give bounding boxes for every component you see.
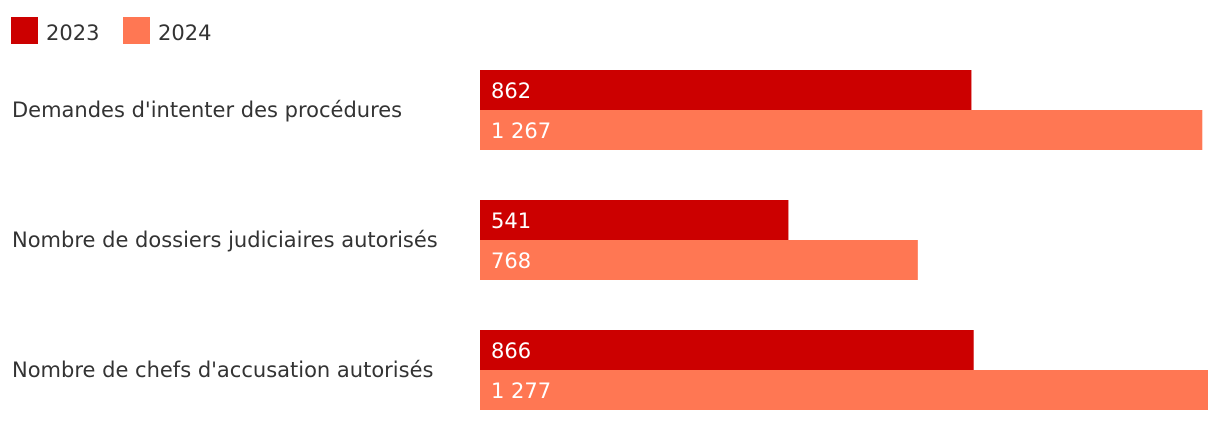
legend-label-2023: 2023 (46, 21, 99, 45)
category-group: Nombre de chefs d'accusation autorisés 86… (12, 330, 1208, 410)
category-group: Nombre de dossiers judiciaires autorisés… (12, 200, 918, 280)
legend-swatch-2023 (11, 17, 38, 44)
legend-label-2024: 2024 (158, 21, 211, 45)
bar-value-label: 1 267 (491, 119, 551, 143)
bar-value-label: 862 (491, 79, 531, 103)
legend: 2023 2024 (11, 17, 211, 45)
category-label: Demandes d'intenter des procédures (12, 98, 402, 122)
bar-2023 (480, 70, 972, 110)
bar-value-label: 1 277 (491, 379, 551, 403)
legend-swatch-2024 (123, 17, 150, 44)
bar-value-label: 541 (491, 209, 531, 233)
bar-2024 (480, 370, 1208, 410)
bar-2024 (480, 110, 1203, 150)
bar-2024 (480, 240, 918, 280)
bar-value-label: 866 (491, 339, 531, 363)
category-group: Demandes d'intenter des procédures 862 1 2… (12, 70, 1203, 150)
bar-value-label: 768 (491, 249, 531, 273)
bar-2023 (480, 330, 974, 370)
category-label: Nombre de chefs d'accusation autorisés (12, 358, 433, 382)
plot-area: Demandes d'intenter des procédures 862 1 2… (12, 70, 1208, 410)
category-label: Nombre de dossiers judiciaires autorisés (12, 228, 438, 252)
bar-2023 (480, 200, 789, 240)
